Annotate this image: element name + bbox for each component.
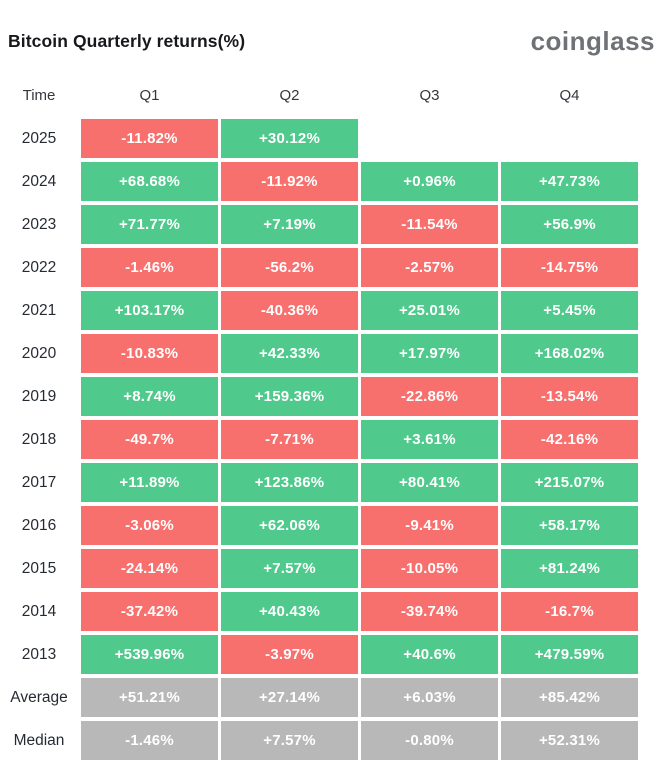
return-cell: -11.92%: [221, 162, 358, 201]
row-label-2014: 2014: [21, 602, 57, 620]
return-cell: +40.6%: [361, 635, 498, 674]
coinglass-logo: coinglass: [530, 25, 655, 56]
return-cell: +8.74%: [81, 377, 218, 416]
return-cell: +71.77%: [81, 205, 218, 244]
row-label-2021: 2021: [21, 301, 57, 319]
return-cell: -11.54%: [361, 205, 498, 244]
return-cell: -10.83%: [81, 334, 218, 373]
return-cell: -1.46%: [81, 248, 218, 287]
return-cell: -14.75%: [501, 248, 638, 287]
return-cell: -13.54%: [501, 377, 638, 416]
return-cell: -39.74%: [361, 592, 498, 631]
return-cell: +539.96%: [81, 635, 218, 674]
return-cell: +6.03%: [361, 678, 498, 717]
return-cell: +42.33%: [221, 334, 358, 373]
row-label-2022: 2022: [21, 258, 57, 276]
return-cell: +58.17%: [501, 506, 638, 545]
return-cell: +159.36%: [221, 377, 358, 416]
row-label-2018: 2018: [21, 430, 57, 448]
return-cell: -9.41%: [361, 506, 498, 545]
return-cell: +168.02%: [501, 334, 638, 373]
return-cell: +80.41%: [361, 463, 498, 502]
return-cell: +40.43%: [221, 592, 358, 631]
return-cell: +81.24%: [501, 549, 638, 588]
row-label-2016: 2016: [21, 516, 57, 534]
row-label-2023: 2023: [21, 215, 57, 233]
return-cell: +123.86%: [221, 463, 358, 502]
return-cell: -3.06%: [81, 506, 218, 545]
row-label-2017: 2017: [21, 473, 57, 491]
column-header-q2: Q2: [279, 87, 300, 104]
return-cell: -1.46%: [81, 721, 218, 760]
row-label-2015: 2015: [21, 559, 57, 577]
row-label-average: Average: [10, 688, 68, 706]
header-bar: Bitcoin Quarterly returns(%) coinglass: [0, 0, 665, 56]
column-header-q4: Q4: [559, 87, 580, 104]
return-cell: -56.2%: [221, 248, 358, 287]
column-header-time: Time: [22, 87, 56, 104]
page-title: Bitcoin Quarterly returns(%): [8, 30, 246, 51]
return-cell: -37.42%: [81, 592, 218, 631]
return-cell: -49.7%: [81, 420, 218, 459]
return-cell: +52.31%: [501, 721, 638, 760]
return-cell: +3.61%: [361, 420, 498, 459]
return-cell: +215.07%: [501, 463, 638, 502]
empty-cell: [501, 119, 638, 158]
return-cell: -16.7%: [501, 592, 638, 631]
return-cell: -22.86%: [361, 377, 498, 416]
return-cell: -40.36%: [221, 291, 358, 330]
row-label-2024: 2024: [21, 172, 57, 190]
quarterly-returns-table: Time Q1 Q2 Q3 Q4 2025 -11.82% +30.12% 2024 +…: [0, 76, 665, 760]
column-header-q1: Q1: [139, 87, 160, 104]
row-label-2019: 2019: [21, 387, 57, 405]
row-label-2020: 2020: [21, 344, 57, 362]
return-cell: +11.89%: [81, 463, 218, 502]
return-cell: +51.21%: [81, 678, 218, 717]
return-cell: +25.01%: [361, 291, 498, 330]
return-cell: +479.59%: [501, 635, 638, 674]
return-cell: -42.16%: [501, 420, 638, 459]
empty-cell: [361, 119, 498, 158]
row-label-median: Median: [13, 731, 65, 749]
return-cell: -2.57%: [361, 248, 498, 287]
return-cell: +85.42%: [501, 678, 638, 717]
return-cell: -10.05%: [361, 549, 498, 588]
return-cell: +7.57%: [221, 549, 358, 588]
return-cell: +7.57%: [221, 721, 358, 760]
return-cell: -7.71%: [221, 420, 358, 459]
return-cell: +5.45%: [501, 291, 638, 330]
return-cell: +62.06%: [221, 506, 358, 545]
return-cell: +103.17%: [81, 291, 218, 330]
return-cell: +47.73%: [501, 162, 638, 201]
row-label-2013: 2013: [21, 645, 57, 663]
row-label-2025: 2025: [21, 129, 57, 147]
return-cell: +27.14%: [221, 678, 358, 717]
return-cell: +17.97%: [361, 334, 498, 373]
column-header-q3: Q3: [419, 87, 440, 104]
return-cell: +68.68%: [81, 162, 218, 201]
return-cell: -0.80%: [361, 721, 498, 760]
return-cell: +30.12%: [221, 119, 358, 158]
return-cell: -24.14%: [81, 549, 218, 588]
return-cell: +56.9%: [501, 205, 638, 244]
return-cell: -3.97%: [221, 635, 358, 674]
return-cell: +0.96%: [361, 162, 498, 201]
return-cell: +7.19%: [221, 205, 358, 244]
return-cell: -11.82%: [81, 119, 218, 158]
